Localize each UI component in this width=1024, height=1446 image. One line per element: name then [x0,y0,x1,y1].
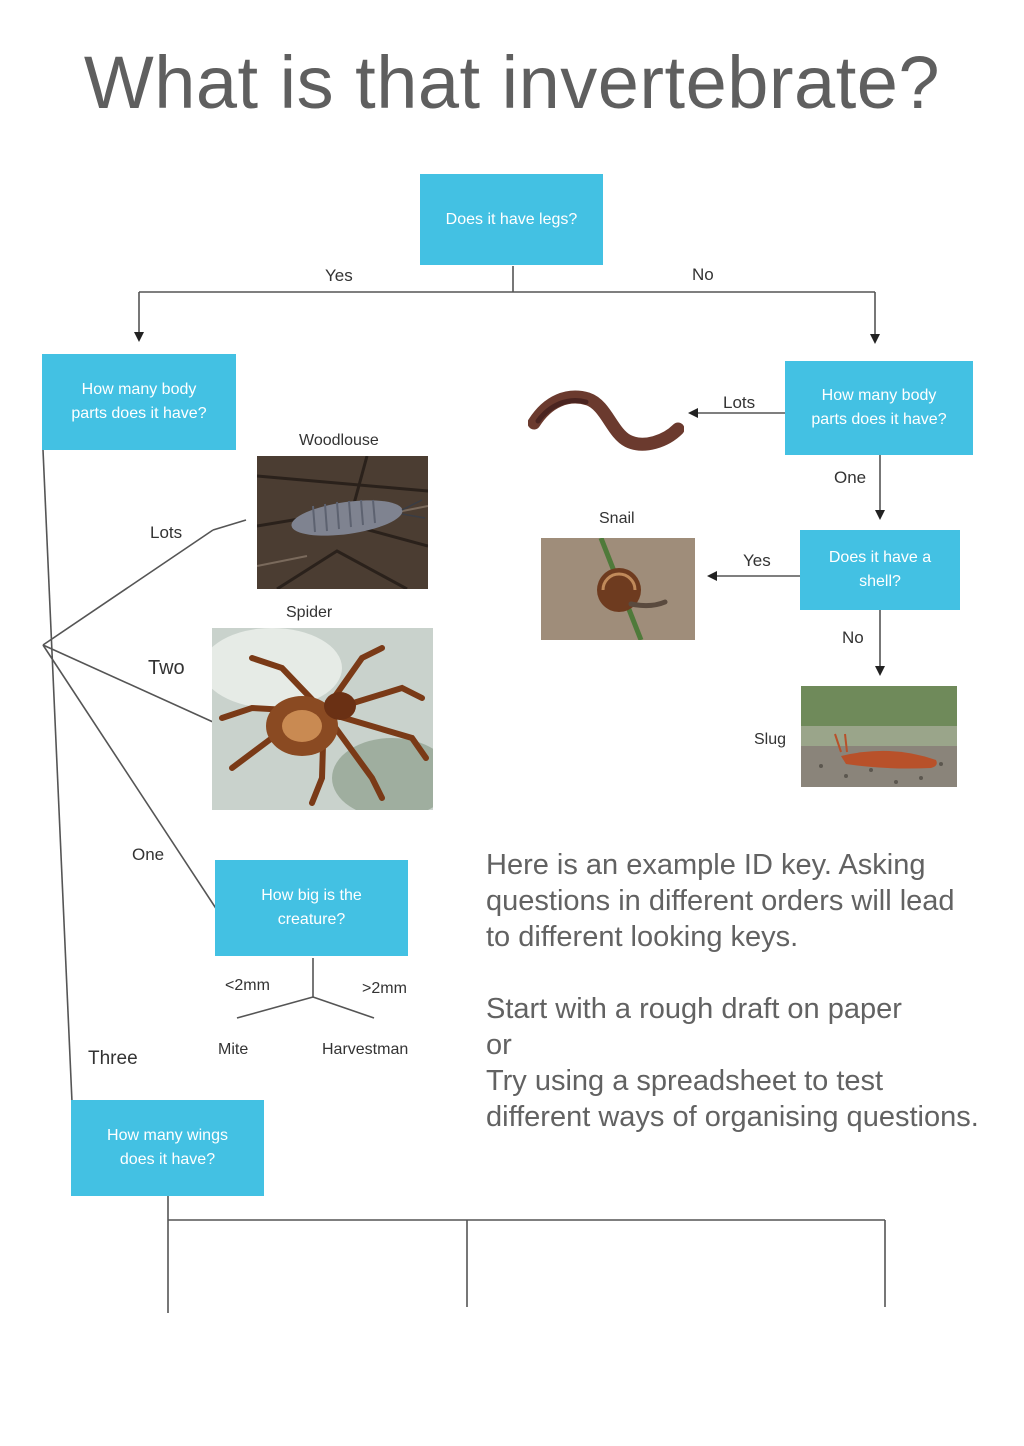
branch-label-gt2mm: >2mm [362,980,407,997]
branch-label-lots-right: Lots [723,393,756,412]
branch-label-yes: Yes [325,266,353,285]
connector-mite [236,996,314,1019]
animal-label-slug: Slug [754,731,787,748]
woodlouse-photo [257,456,428,589]
connector-left-trunk [42,449,73,1103]
animal-label-spider: Spider [286,604,333,621]
note-line: questions in different orders will lead [486,885,955,917]
branch-label-yes-shell: Yes [743,551,771,570]
connector-lots-left [42,529,214,646]
connector-two [42,644,214,723]
question-legs: Does it have legs? [420,174,603,265]
page-title: What is that invertebrate? [83,41,941,124]
connector-harvestman [312,996,375,1019]
branch-label-three: Three [88,1048,138,1069]
animal-label-woodlouse: Woodlouse [299,432,379,449]
question-body-parts-right: How many body parts does it have? [785,361,973,455]
animal-label-snail: Snail [599,510,635,527]
note-line: Here is an example ID key. Asking [486,849,926,881]
question-body-parts-left: How many body parts does it have? [42,354,236,450]
snail-photo [541,538,695,640]
branch-label-one-right: One [834,468,867,487]
slug-photo [801,686,957,787]
branch-label-two: Two [148,657,185,679]
note-paragraph-2: Start with a rough draft on paper or Try… [486,991,1016,1135]
note-line: Try using a spreadsheet to test [486,1065,884,1097]
note-line: Start with a rough draft on paper [486,993,902,1025]
note-line: to different looking keys. [486,921,799,953]
spider-photo [212,628,433,810]
branch-label-lots-left: Lots [150,523,183,542]
branch-label-no-shell: No [842,628,864,647]
animal-label-harvestman: Harvestman [322,1041,409,1058]
note-line: different ways of organising questions. [486,1101,979,1133]
animal-label-mite: Mite [218,1041,249,1058]
note-paragraph-1: Here is an example ID key. Asking questi… [486,847,1016,955]
branch-label-one-left: One [132,845,165,864]
worm-image [528,390,684,451]
question-size: How big is the creature? [215,860,408,956]
branch-label-no: No [692,265,714,284]
branch-label-lt2mm: <2mm [225,977,270,994]
connector-lots-left-end [212,519,247,531]
question-shell: Does it have a shell? [800,530,960,610]
connector-one-left [42,644,218,911]
question-wings: How many wings does it have? [71,1100,264,1196]
note-line: or [486,1029,512,1061]
